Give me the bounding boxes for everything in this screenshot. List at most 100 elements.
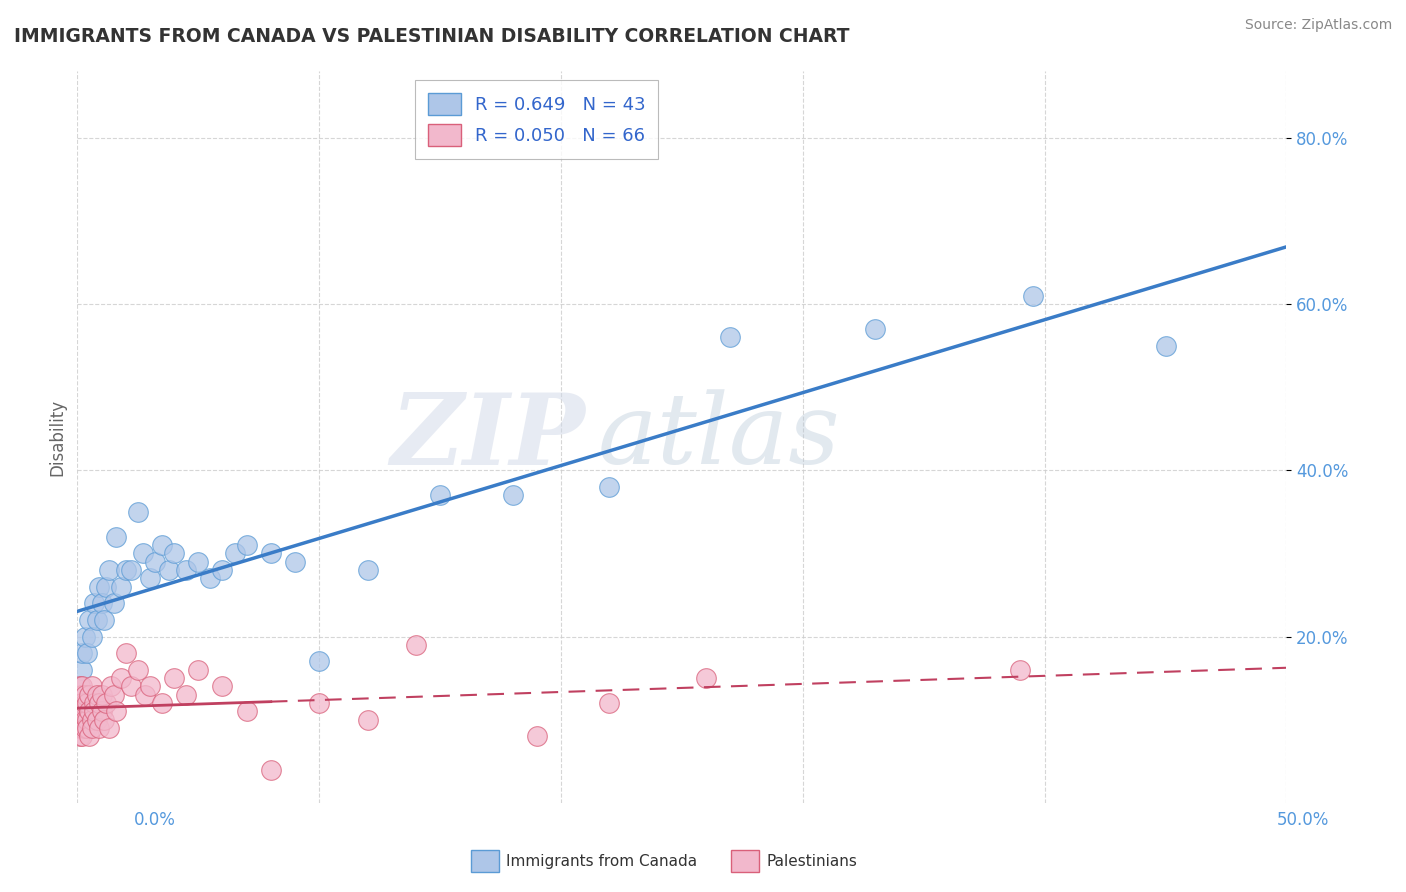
Point [114,563,136,577]
Point [69,680,91,694]
Point [86,688,108,702]
Point [69,713,91,727]
Legend: R = 0.649   N = 43, R = 0.050   N = 66: R = 0.649 N = 43, R = 0.050 N = 66 [415,80,658,159]
Point [187,663,209,677]
Point [69,696,91,710]
Point [598,696,620,710]
Text: Immigrants from Canada: Immigrants from Canada [506,855,697,869]
Point [66,713,89,727]
Point [90,688,112,702]
Point [1154,338,1177,352]
Point [598,480,620,494]
Point [150,538,173,552]
Point [66,696,89,710]
Point [120,563,142,577]
Point [69,688,91,702]
Point [356,713,378,727]
Point [260,763,283,777]
Point [235,538,257,552]
Text: Source: ZipAtlas.com: Source: ZipAtlas.com [1244,18,1392,32]
Point [79,729,101,743]
Point [69,680,91,694]
Point [224,546,246,560]
Point [70,688,93,702]
Point [70,696,93,710]
Text: atlas: atlas [598,390,839,484]
Point [100,680,122,694]
Text: Palestinians: Palestinians [766,855,858,869]
Point [79,688,101,702]
Point [83,596,105,610]
Point [73,696,96,710]
Point [139,571,162,585]
Point [235,705,257,719]
Point [69,721,91,735]
Point [1010,663,1032,677]
Point [284,555,307,569]
Point [80,721,103,735]
Point [187,555,209,569]
Point [70,663,93,677]
Point [70,721,93,735]
Point [308,655,330,669]
Point [70,705,93,719]
Point [87,696,110,710]
Point [143,555,166,569]
Point [73,721,96,735]
Point [70,646,93,660]
Point [718,330,741,344]
Point [134,688,156,702]
Point [76,721,98,735]
Point [80,680,103,694]
Point [73,688,96,702]
Point [114,646,136,660]
Point [131,546,153,560]
Point [76,696,98,710]
Point [73,630,96,644]
Point [526,729,548,743]
Point [502,488,524,502]
Point [110,580,132,594]
Point [69,729,91,743]
Point [66,721,89,735]
Point [73,713,96,727]
Point [127,663,149,677]
Point [865,322,887,336]
Point [83,696,105,710]
Point [103,596,125,610]
Point [96,696,118,710]
Point [405,638,427,652]
Point [76,646,98,660]
Point [69,713,91,727]
Point [97,563,120,577]
Point [93,613,115,627]
Point [87,580,110,594]
Point [80,630,103,644]
Point [103,688,125,702]
Point [69,705,91,719]
Point [96,580,118,594]
Text: 0.0%: 0.0% [134,811,176,829]
Y-axis label: Disability: Disability [48,399,66,475]
Point [70,680,93,694]
Point [120,680,142,694]
Point [83,705,105,719]
Point [163,546,186,560]
Text: 50.0%: 50.0% [1277,811,1329,829]
Point [105,530,128,544]
Point [127,505,149,519]
Point [163,671,186,685]
Point [93,713,115,727]
Point [105,705,128,719]
Point [308,696,330,710]
Point [174,688,197,702]
Point [90,596,112,610]
Point [174,563,197,577]
Point [1021,289,1043,303]
Point [260,546,283,560]
Point [70,729,93,743]
Point [76,713,98,727]
Point [695,671,717,685]
Point [87,721,110,735]
Point [79,705,101,719]
